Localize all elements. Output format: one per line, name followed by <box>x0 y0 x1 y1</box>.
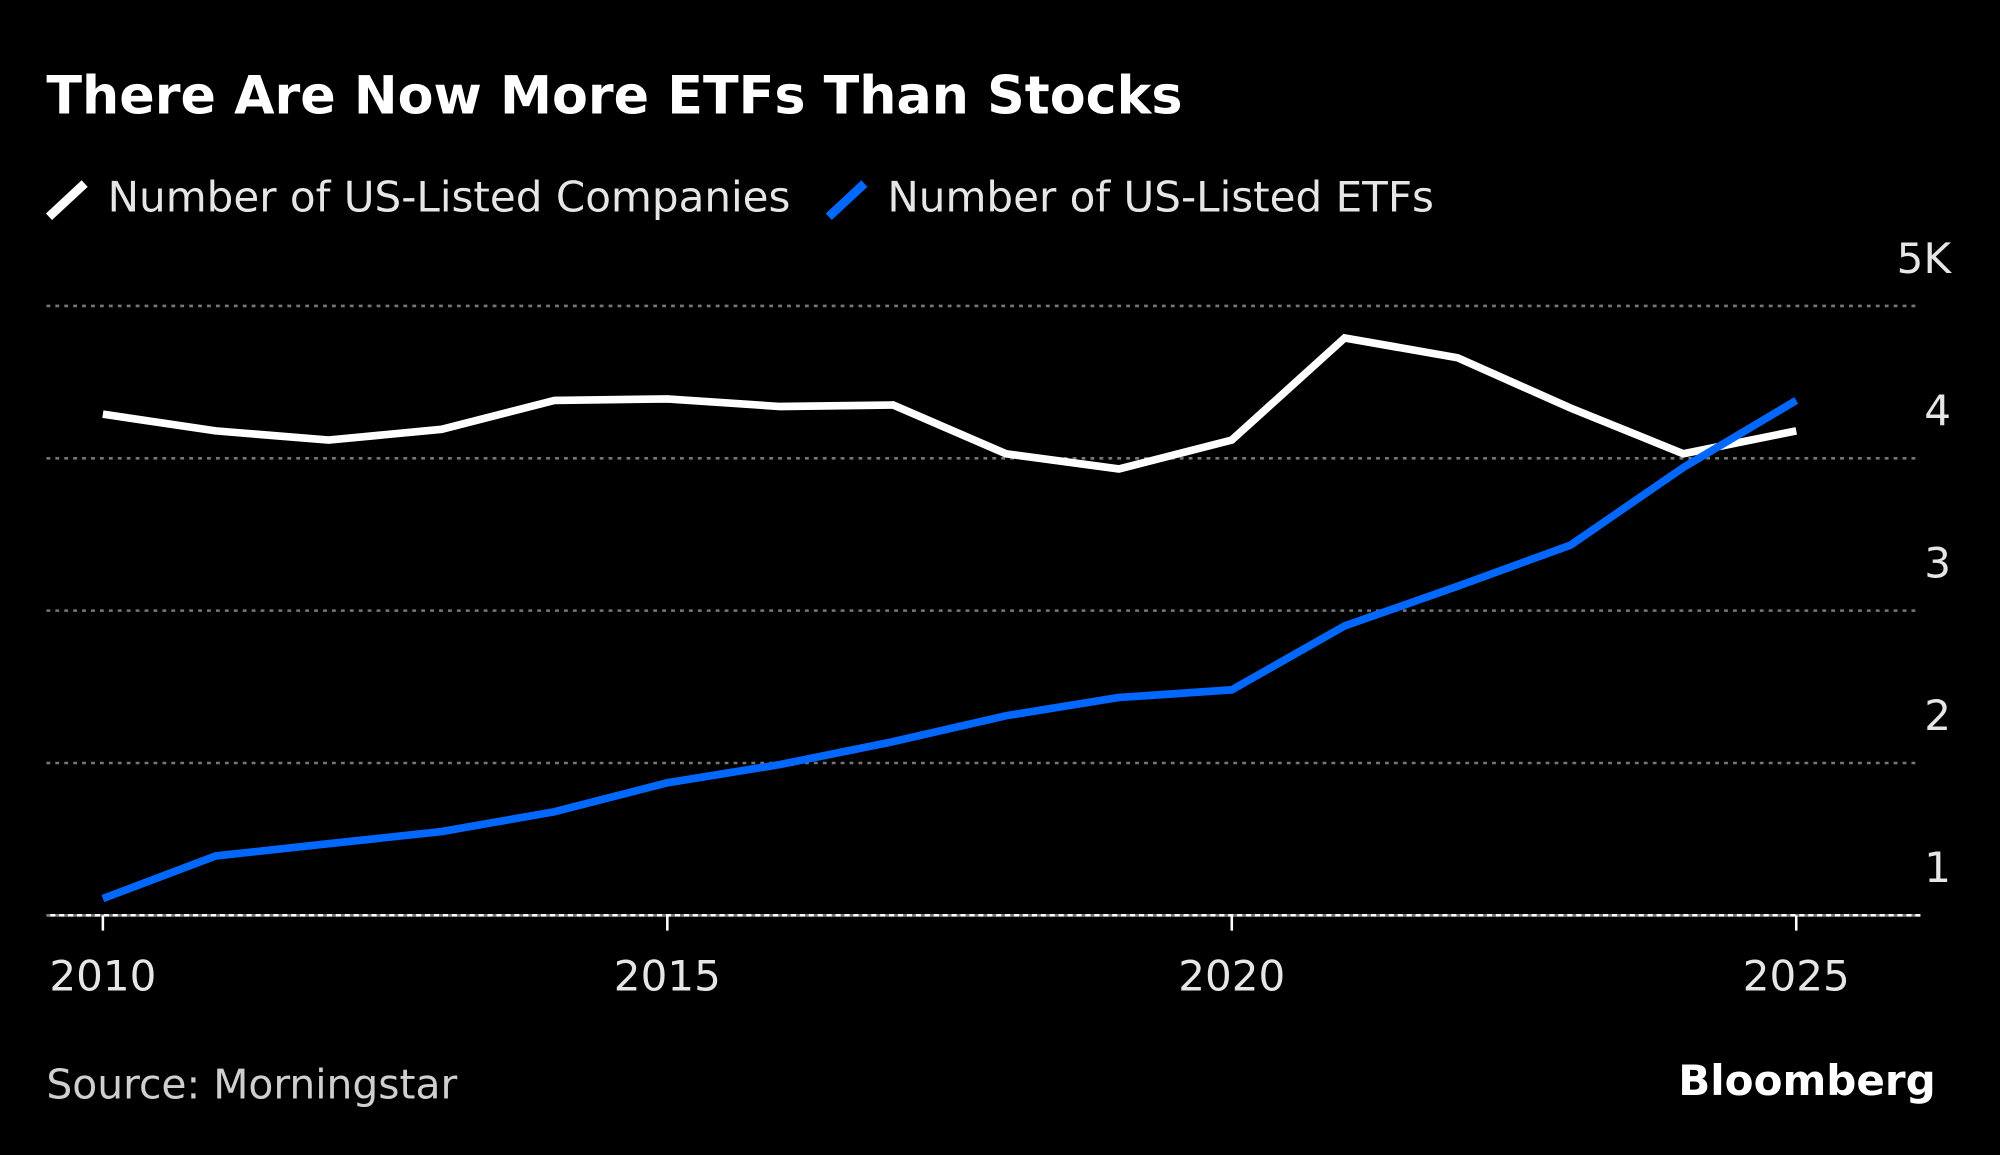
x-tick-label: 2015 <box>614 952 721 1001</box>
chart-title: There Are Now More ETFs Than Stocks <box>46 65 1182 126</box>
x-tick-label: 2025 <box>1743 952 1850 1001</box>
series-line <box>102 333 1798 473</box>
logo: Bloomberg <box>1678 1056 1936 1105</box>
legend-label: Number of US-Listed ETFs <box>887 173 1434 222</box>
y-tick-label: 1 <box>1924 843 1951 892</box>
legend-swatch <box>825 180 868 220</box>
source: Source: Morningstar <box>46 1060 457 1108</box>
x-tick-label: 2020 <box>1178 952 1285 1001</box>
y-tick-label: 4 <box>1924 386 1951 435</box>
y-tick-label: 2 <box>1924 691 1951 740</box>
legend-label: Number of US-Listed Companies <box>108 173 791 222</box>
y-tick-label: 3 <box>1924 539 1951 588</box>
y-tick-label: 5K <box>1897 234 1953 283</box>
legend-swatch <box>45 180 88 220</box>
x-tick-label: 2010 <box>49 952 156 1001</box>
series-line <box>101 397 1799 903</box>
